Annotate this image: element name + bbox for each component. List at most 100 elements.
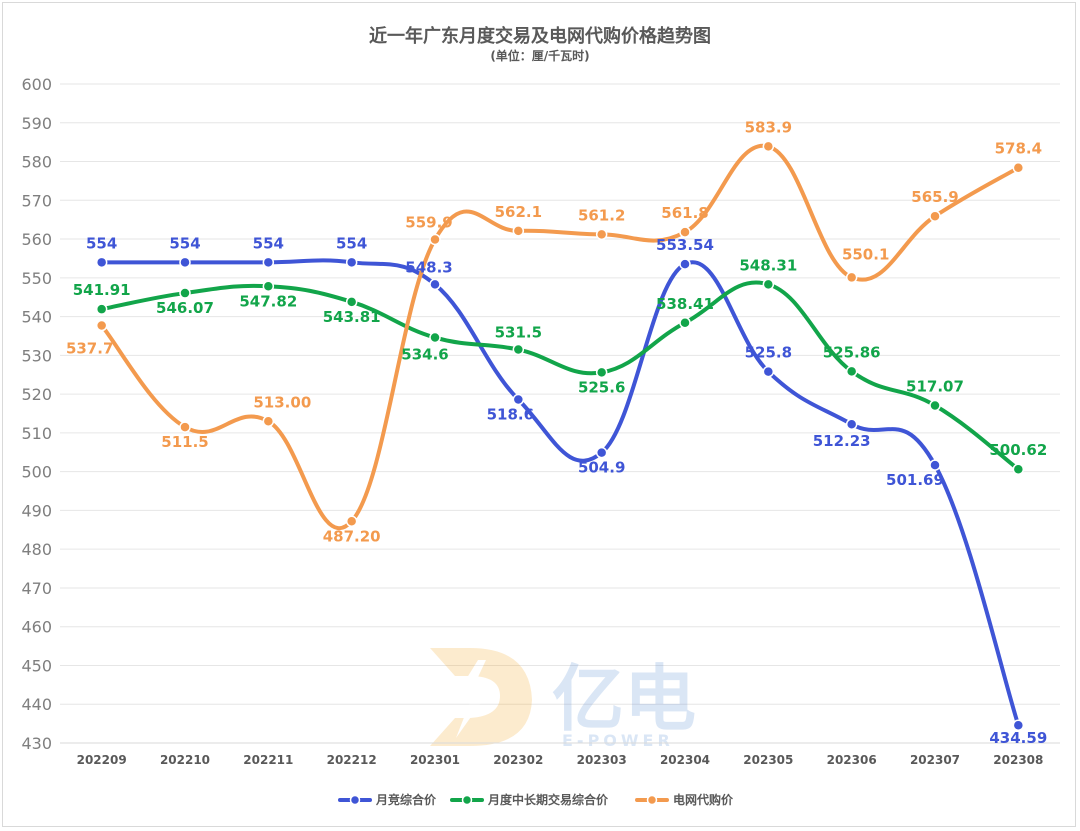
data-point [762, 365, 775, 378]
data-label: 487.20 [323, 527, 381, 545]
data-label: 559.9 [405, 213, 452, 231]
y-tick-label: 540 [21, 308, 52, 327]
data-point [762, 278, 775, 291]
legend-label: 电网代购价 [673, 792, 734, 807]
legend-label: 月度中长期交易综合价 [487, 792, 609, 807]
watermark-bolt [452, 660, 490, 738]
x-tick-label: 202307 [910, 753, 960, 767]
data-point [762, 140, 775, 153]
data-label: 554 [253, 234, 284, 252]
data-point [679, 226, 691, 238]
data-label: 561.2 [578, 206, 625, 224]
data-label: 504.9 [578, 459, 625, 477]
grid [60, 83, 1060, 744]
data-point [262, 415, 275, 428]
data-point [345, 296, 358, 308]
data-label: 525.8 [745, 344, 792, 362]
data-point [345, 515, 358, 528]
x-tick-label: 202302 [493, 753, 543, 767]
y-tick-label: 550 [21, 269, 52, 288]
data-label: 554 [336, 234, 367, 252]
data-label: 512.23 [813, 432, 871, 450]
x-tick-label: 202304 [660, 753, 710, 767]
chart-subtitle: (单位：厘/千瓦时) [490, 48, 589, 63]
data-point [179, 256, 191, 269]
series-line [99, 280, 1021, 472]
data-label: 525.86 [823, 343, 881, 361]
data-point [679, 258, 691, 270]
data-point [512, 343, 525, 356]
data-point [1012, 161, 1025, 174]
y-tick-label: 460 [21, 618, 52, 637]
x-tick-label: 202209 [77, 753, 127, 767]
chart-title: 近一年广东月度交易及电网代购价格趋势图 [369, 25, 711, 47]
data-point [845, 418, 858, 430]
data-label: 547.82 [239, 292, 297, 310]
x-tick-label: 202210 [160, 753, 210, 767]
y-tick-label: 510 [21, 424, 52, 443]
y-tick-label: 570 [21, 191, 52, 210]
y-tick-label: 470 [21, 579, 52, 598]
data-labels: 554 554 554 554 548.3 518.6 504.9 553.54 525.8 51… [66, 118, 1047, 747]
y-tick-label: 600 [21, 75, 52, 94]
x-tick-label: 202305 [743, 753, 793, 767]
data-label: 513.00 [253, 393, 311, 411]
data-label: 546.07 [156, 299, 214, 317]
data-label: 518.6 [487, 406, 534, 424]
data-point [179, 287, 191, 299]
data-label: 548.31 [739, 256, 797, 274]
data-point [345, 256, 358, 269]
data-point [845, 365, 858, 378]
x-tick-label: 202212 [327, 753, 377, 767]
legend-swatch-marker [461, 794, 473, 806]
data-point [262, 256, 275, 269]
data-label: 511.5 [161, 433, 208, 451]
data-point [95, 256, 108, 269]
legend-swatch-marker [646, 794, 658, 806]
data-label: 565.9 [911, 188, 958, 206]
watermark-brand: 亿电 [552, 657, 696, 741]
legend-swatch-marker [349, 794, 361, 806]
y-tick-label: 560 [21, 230, 52, 249]
data-point [512, 225, 525, 237]
data-point [262, 280, 275, 293]
x-tick-label: 202306 [827, 753, 877, 767]
y-tick-label: 530 [21, 346, 52, 365]
data-label: 583.9 [745, 118, 792, 136]
watermark-logo: 亿电 E-POWER [430, 648, 696, 750]
data-point [1012, 463, 1025, 475]
data-label: 578.4 [995, 140, 1042, 158]
y-tick-label: 480 [21, 540, 52, 559]
data-point [929, 459, 941, 471]
data-label: 554 [169, 234, 200, 252]
y-tick-label: 440 [21, 695, 52, 714]
data-label: 525.6 [578, 378, 625, 396]
data-label: 550.1 [842, 245, 889, 263]
x-tick-label: 202211 [243, 753, 293, 767]
series [95, 140, 1025, 731]
data-label: 541.91 [73, 281, 131, 299]
data-label: 500.62 [989, 441, 1047, 459]
data-point [595, 228, 608, 241]
data-label: 434.59 [989, 729, 1047, 747]
y-tick-label: 590 [21, 114, 52, 133]
y-tick-label: 430 [21, 734, 52, 753]
watermark-logo-mark [430, 648, 532, 746]
data-point [929, 399, 941, 412]
data-label: 537.7 [66, 340, 113, 358]
y-axis: 430 440 450 460 470 480 490 500 510 520 530 540 550 5… [21, 75, 52, 753]
data-point [679, 317, 691, 329]
data-point [845, 271, 858, 284]
data-point [95, 303, 108, 315]
data-point [1012, 719, 1025, 731]
legend-label: 月竞综合价 [375, 792, 437, 807]
data-point [429, 331, 441, 344]
x-tick-label: 202301 [410, 753, 460, 767]
y-tick-label: 520 [21, 385, 52, 404]
x-tick-label: 202303 [577, 753, 627, 767]
data-point [595, 446, 608, 459]
data-point [429, 278, 441, 291]
data-point [929, 210, 941, 222]
